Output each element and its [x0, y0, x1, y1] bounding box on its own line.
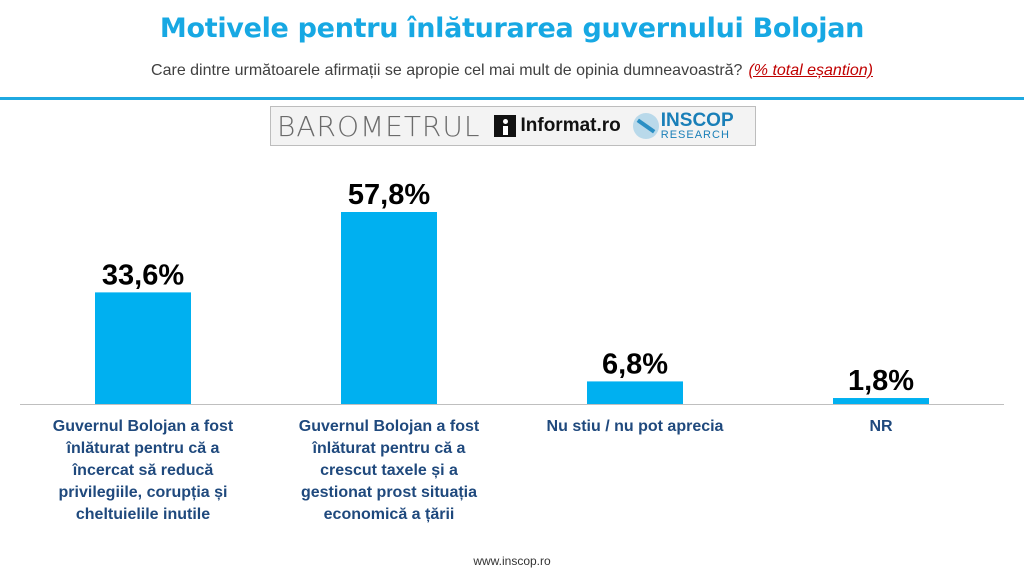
page-title: Motivele pentru înlăturarea guvernului B…: [159, 13, 865, 44]
data-label-2: 57,8%: [348, 179, 430, 211]
page-subtitle: Care dintre următoarele afirmații se apr…: [0, 62, 1024, 80]
inscop-logo-subtext: RESEARCH: [660, 129, 730, 141]
category-label-1: Guvernul Bolojan a fost înlăturat pentru …: [52, 418, 234, 523]
informat-logo-text: Informat.ro: [520, 115, 621, 136]
informat-logo: Informat.ro: [494, 115, 621, 137]
bar-4: [833, 398, 929, 404]
bar-1: [95, 292, 191, 404]
bar-3: [587, 381, 683, 404]
barometer-banner: BAROMETRUL Informat.ro INSCOP RESEARCH: [270, 106, 756, 146]
inscop-logo-text: INSCOP: [660, 110, 734, 131]
category-label-4: NR: [869, 418, 893, 435]
subtitle-question: Care dintre următoarele afirmații se apr…: [151, 62, 743, 79]
category-label-2: Guvernul Bolojan a fost înlăturat pentru …: [298, 418, 480, 523]
data-label-3: 6,8%: [602, 348, 668, 380]
footer-url: www.inscop.ro: [473, 554, 551, 568]
inscop-logo: INSCOP RESEARCH: [632, 110, 734, 141]
subtitle-note: (% total eșantion): [748, 62, 873, 79]
informat-icon: [494, 115, 517, 137]
header-divider: [0, 97, 1024, 100]
data-label-1: 33,6%: [102, 259, 184, 291]
inscop-icon: [632, 113, 659, 139]
barometrul-logo: BAROMETRUL: [277, 109, 481, 143]
category-label-3: Nu stiu / nu pot aprecia: [546, 418, 724, 435]
data-label-4: 1,8%: [848, 365, 914, 397]
bar-2: [341, 212, 437, 404]
